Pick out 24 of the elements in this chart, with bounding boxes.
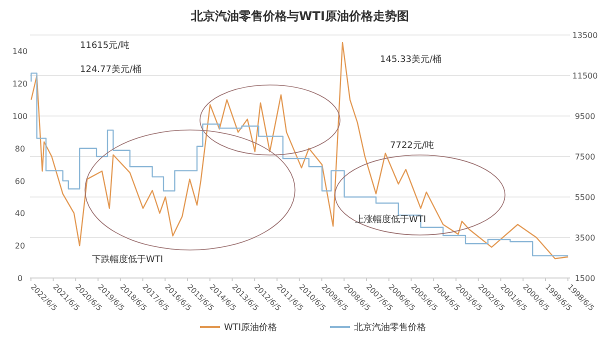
y2-tick-label: 11500 bbox=[572, 72, 598, 80]
y2-tick-label: 1500 bbox=[574, 274, 596, 283]
y2-tick-label: 7500 bbox=[574, 152, 596, 162]
annotation: 11615元/吨 bbox=[80, 40, 130, 51]
y-tick-label: 100 bbox=[12, 112, 28, 121]
y2-tick-label: 9500 bbox=[574, 112, 596, 121]
y-tick-label: 80 bbox=[14, 144, 26, 154]
annotation: 7722元/吨 bbox=[390, 140, 434, 151]
y-tick-label: 120 bbox=[12, 80, 28, 89]
y-tick-label: 20 bbox=[14, 242, 26, 251]
annotation: 下跌幅度低于WTI bbox=[92, 254, 164, 265]
annotation: 上涨幅度低于WTI bbox=[355, 214, 426, 225]
y-tick-label: 60 bbox=[14, 176, 26, 186]
annotation: 124.77美元/桶 bbox=[80, 64, 142, 75]
chart-title: 北京汽油零售价格与WTI原油价格走势图 bbox=[190, 9, 409, 23]
annotation: 145.33美元/桶 bbox=[380, 54, 442, 65]
y2-tick-label: 5500 bbox=[574, 193, 596, 202]
y-tick-label: 0 bbox=[17, 274, 23, 283]
legend-label: WTI原油价格 bbox=[224, 322, 278, 333]
y-tick-label: 140 bbox=[12, 47, 28, 56]
y2-tick-label: 13500 bbox=[572, 31, 598, 40]
y-tick-label: 40 bbox=[14, 209, 26, 218]
y2-tick-label: 3500 bbox=[574, 234, 596, 242]
legend-label: 北京汽油零售价格 bbox=[354, 322, 426, 333]
